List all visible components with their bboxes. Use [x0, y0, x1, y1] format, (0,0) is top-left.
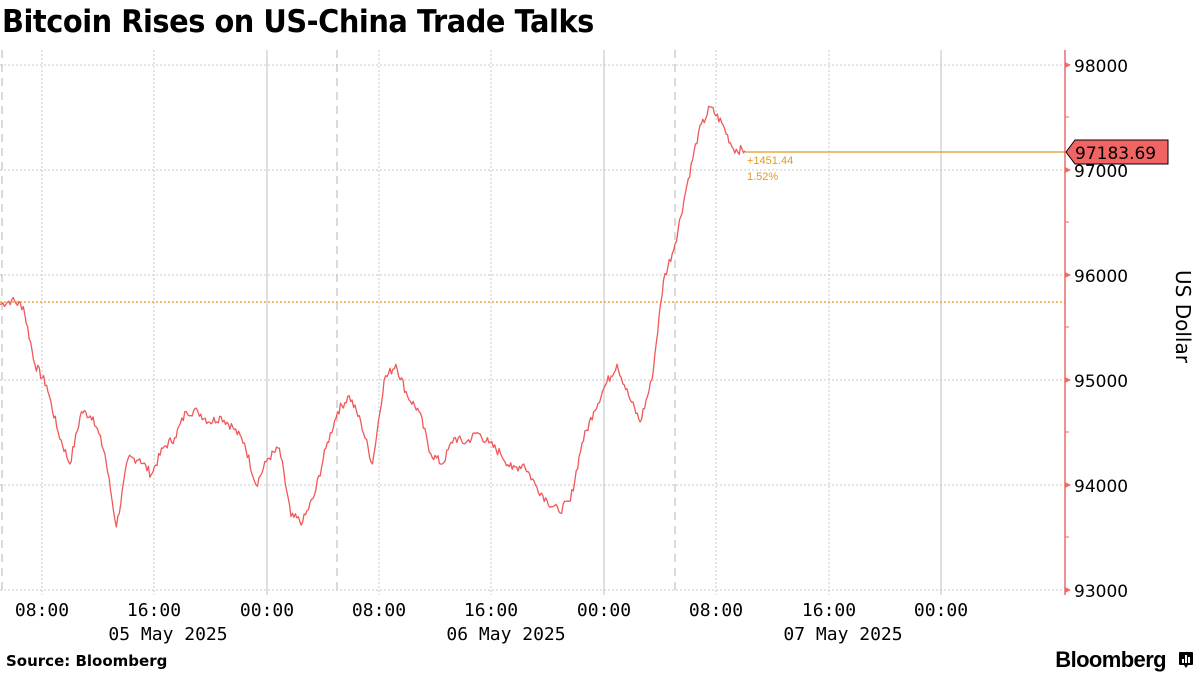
y-tick-96000: 96000	[1074, 267, 1128, 287]
change-abs-label: +1451.44	[747, 155, 793, 167]
date-label: 06 May 2025	[446, 624, 565, 645]
chart-title: Bitcoin Rises on US-China Trade Talks	[2, 4, 594, 40]
bloomberg-logo: Bloomberg	[1055, 647, 1166, 672]
bloomberg-chart-icon	[1179, 652, 1193, 668]
date-label: 05 May 2025	[108, 624, 227, 645]
y-tick-97000: 97000	[1074, 162, 1128, 182]
x-tick-label: 00:00	[577, 600, 631, 621]
date-label: 07 May 2025	[783, 624, 902, 645]
x-tick-label: 16:00	[464, 600, 518, 621]
x-tick-label: 16:00	[802, 600, 856, 621]
x-tick-label: 08:00	[689, 600, 743, 621]
y-axis-labels: 98000 97000 96000 95000 94000 93000	[1074, 57, 1128, 602]
y-axis-title: US Dollar	[1171, 270, 1195, 364]
x-tick-label: 00:00	[914, 600, 968, 621]
change-pct-label: 1.52%	[747, 171, 778, 183]
y-axis-ticks	[1065, 62, 1071, 593]
bitcoin-price-line	[0, 105, 746, 528]
x-tick-label: 08:00	[352, 600, 406, 621]
y-axis-minor-ticks	[1065, 116, 1069, 538]
y-tick-93000: 93000	[1074, 582, 1128, 602]
x-axis-labels: 08:00 16:00 00:00 08:00 16:00 00:00 08:0…	[15, 600, 968, 645]
x-tick-label: 08:00	[15, 600, 69, 621]
y-tick-95000: 95000	[1074, 372, 1128, 392]
last-price-value: 97183.69	[1075, 144, 1156, 164]
time-gridlines	[41, 50, 830, 595]
x-tick-label: 16:00	[127, 600, 181, 621]
y-tick-94000: 94000	[1074, 477, 1128, 497]
y-tick-98000: 98000	[1074, 57, 1128, 77]
horizontal-gridlines	[0, 64, 1065, 591]
midnight-lines	[266, 50, 942, 595]
session-markers	[1, 50, 676, 595]
last-price-tag: 97183.69	[1065, 139, 1169, 165]
source-label: Source: Bloomberg	[6, 652, 168, 670]
x-tick-label: 00:00	[240, 600, 294, 621]
